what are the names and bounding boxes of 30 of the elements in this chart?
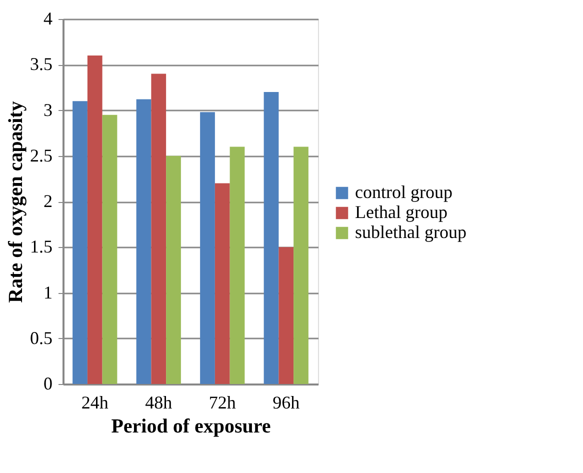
bar	[166, 156, 181, 384]
bar	[214, 183, 230, 384]
y-tick-label: 2	[44, 191, 52, 211]
bar	[87, 56, 102, 384]
y-tick-label: 3	[44, 100, 52, 120]
legend-label: sublethal group	[355, 222, 466, 242]
bar	[151, 74, 166, 384]
x-tick-label: 48h	[145, 392, 172, 412]
x-axis-title: Period of exposure	[111, 416, 271, 438]
bar	[294, 146, 308, 384]
y-axis-title: Rate of oxygen capasity	[5, 101, 27, 303]
legend-label: control group	[355, 182, 452, 202]
y-tick-label: 2.5	[30, 145, 52, 166]
legend-label: Lethal group	[355, 202, 448, 222]
bar	[278, 247, 294, 384]
y-tick-label: 3.5	[30, 54, 52, 74]
bar	[264, 92, 279, 384]
bar	[200, 112, 215, 384]
x-tick-label: 96h	[272, 392, 300, 412]
x-tick-label: 24h	[81, 392, 108, 412]
bar	[102, 114, 118, 384]
bar	[230, 146, 245, 384]
x-tick-label: 72h	[208, 392, 236, 412]
bar	[136, 99, 152, 384]
y-tick-label: 4	[44, 8, 52, 28]
y-tick-label: 1	[44, 282, 52, 302]
y-tick-label: 1.5	[30, 236, 52, 257]
y-tick-label: 0	[44, 374, 52, 394]
bar	[72, 101, 88, 384]
y-tick-label: 0.5	[30, 328, 52, 348]
